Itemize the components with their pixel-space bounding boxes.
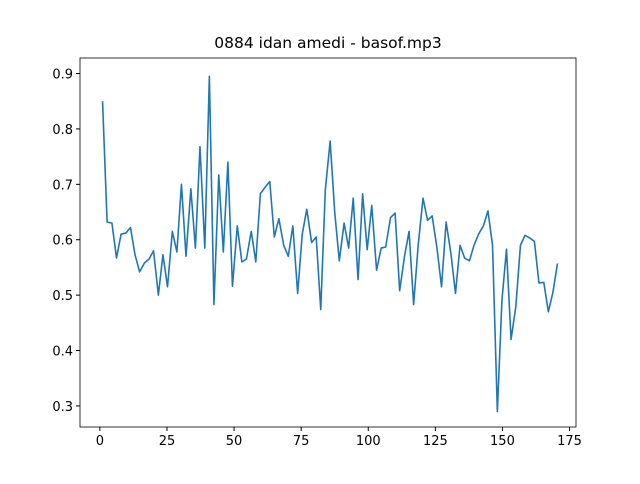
plot-frame [79,57,577,428]
y-tick-label: 0.8 [52,123,73,138]
y-tick-label: 0.5 [52,289,73,304]
y-tick-label: 0.9 [52,68,73,83]
x-tick-label: 50 [226,434,243,449]
data-line [101,75,559,413]
x-tick-label: 150 [490,434,515,449]
y-tick-label: 0.4 [52,345,73,360]
y-tick-label: 0.7 [52,178,73,193]
x-tick-label: 75 [293,434,310,449]
y-tick-label: 0.6 [52,234,73,249]
x-tick-label: 25 [159,434,176,449]
chart-title: 0884 idan amedi - basof.mp3 [214,34,441,52]
x-tick-label: 100 [356,434,381,449]
x-tick-label: 175 [557,434,582,449]
y-tick-label: 0.3 [52,400,73,415]
x-tick-label: 0 [96,434,104,449]
x-tick-label: 125 [423,434,448,449]
